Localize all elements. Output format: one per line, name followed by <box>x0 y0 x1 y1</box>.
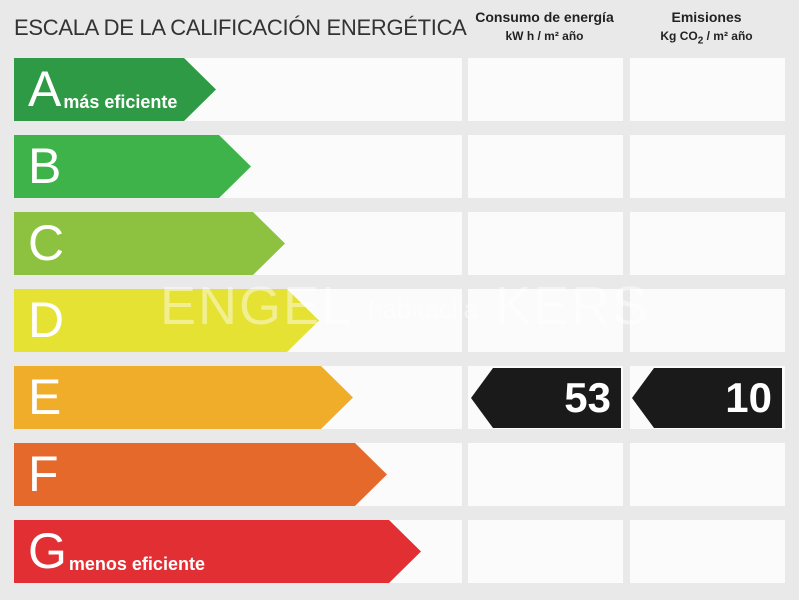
rating-letter: A <box>28 61 62 117</box>
consumo-unit: kW h / m² año <box>505 29 584 43</box>
rating-letter: E <box>28 369 62 425</box>
rating-row-b: B <box>0 135 799 198</box>
emisiones-cell <box>630 135 785 198</box>
emisiones-title: Emisiones <box>671 9 742 25</box>
rating-note: más eficiente <box>63 92 178 112</box>
emisiones-unit: Kg CO2 / m² año <box>660 29 753 47</box>
emisiones-header: Emisiones Kg CO2 / m² año <box>628 8 785 50</box>
rating-row-e: E 53 10 <box>0 366 799 429</box>
emisiones-cell <box>630 212 785 275</box>
rating-letter: C <box>28 215 65 271</box>
rating-row-f: F <box>0 443 799 506</box>
rating-row-c: C <box>0 212 799 275</box>
rating-letter: D <box>28 292 65 348</box>
consumo-header: Consumo de energía kW h / m² año <box>466 8 623 46</box>
emisiones-cell <box>630 58 785 121</box>
consumo-cell <box>468 289 623 352</box>
rating-letter: G <box>28 523 67 579</box>
rating-bar-e: E <box>14 366 353 429</box>
rating-letter: B <box>28 138 62 194</box>
consumo-cell <box>468 135 623 198</box>
rating-bar-c: C <box>14 212 285 275</box>
emisiones-cell <box>630 520 785 583</box>
rating-bar-f: F <box>14 443 387 506</box>
rating-row-d: D <box>0 289 799 352</box>
rating-note: menos eficiente <box>68 554 205 574</box>
consumo-cell <box>468 212 623 275</box>
emisiones-value-marker: 10 <box>632 368 782 428</box>
page-title: ESCALA DE LA CALIFICACIÓN ENERGÉTICA <box>14 15 467 40</box>
consumo-cell <box>468 443 623 506</box>
emisiones-cell <box>630 289 785 352</box>
consumo-cell <box>468 58 623 121</box>
consumo-title: Consumo de energía <box>475 9 614 25</box>
rating-bar-d: D <box>14 289 319 352</box>
consumo-cell <box>468 520 623 583</box>
emisiones-cell <box>630 443 785 506</box>
consumo-value-marker: 53 <box>471 368 621 428</box>
rating-bar-b: B <box>14 135 251 198</box>
rating-letter: F <box>28 446 59 502</box>
